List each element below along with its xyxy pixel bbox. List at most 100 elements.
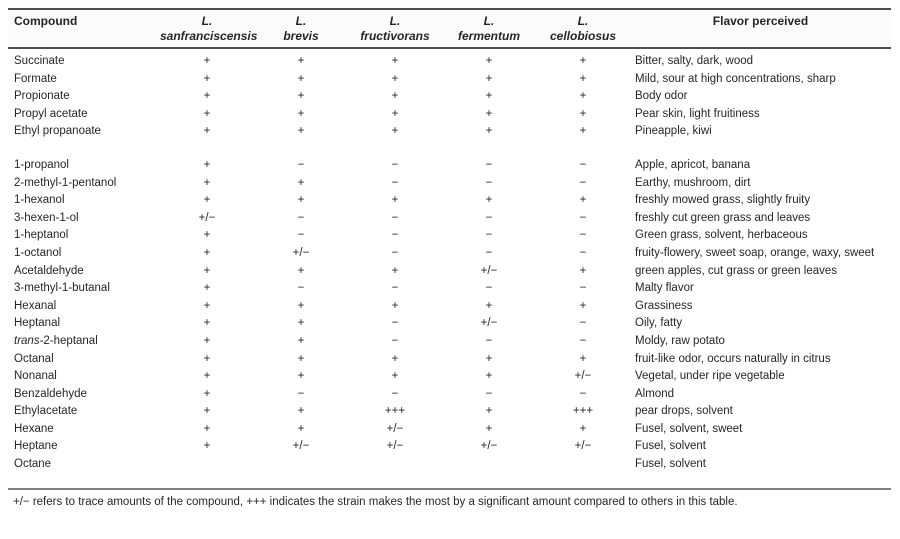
- presence-cell: −: [485, 229, 493, 242]
- presence-cell: −: [579, 282, 587, 295]
- presence-cell: −: [391, 282, 399, 295]
- flavor-cell: Fusel, solvent, sweet: [635, 422, 743, 435]
- presence-cell: +: [485, 90, 493, 103]
- presence-cell: −: [579, 317, 587, 330]
- presence-cell: −: [391, 229, 399, 242]
- compound-cell: Heptanal: [14, 317, 61, 330]
- presence-cell: −: [485, 176, 493, 189]
- presence-cell: +++: [384, 405, 406, 418]
- header-species-sanfranciscensis: L. sanfranciscensis: [160, 9, 257, 49]
- presence-cell: +: [297, 125, 305, 138]
- compound-cell: 3-hexen-1-ol: [14, 211, 79, 224]
- species-name: fermentum: [457, 29, 520, 43]
- header-species-fructivorans: L. fructivorans: [348, 9, 442, 49]
- presence-cell: −: [579, 211, 587, 224]
- flavor-cell: Moldy, raw potato: [635, 334, 725, 347]
- presence-cell: +: [203, 282, 211, 295]
- presence-cell: +: [203, 72, 211, 85]
- flavor-cell: Mild, sour at high concentrations, sharp: [635, 72, 836, 85]
- presence-cell: +: [297, 90, 305, 103]
- presence-cell: +: [485, 55, 493, 67]
- flavor-cell: Fusel, solvent: [635, 458, 706, 471]
- presence-cell: +: [579, 299, 587, 312]
- compound-cell: Ethyl propanoate: [14, 125, 101, 138]
- presence-cell: −: [391, 211, 399, 224]
- table-row: Hexanal + + + + + Grassiness: [8, 298, 891, 316]
- header-species-brevis: L. brevis: [254, 9, 348, 49]
- presence-cell: −: [297, 229, 305, 242]
- table-row: Heptane + +/− +/− +/− +/− Fusel, solvent: [8, 438, 891, 456]
- table-row: Heptanal + + − +/− − Oily, fatty: [8, 315, 891, 333]
- presence-cell: +: [391, 72, 399, 85]
- header-row: Compound L. sanfranciscensis L. brevis L…: [8, 9, 891, 49]
- presence-cell: −: [485, 387, 493, 400]
- flavor-cell: Almond: [635, 387, 674, 400]
- presence-cell: +: [391, 264, 399, 277]
- presence-cell: +: [203, 158, 211, 171]
- compound-cell: 1-hexanol: [14, 194, 65, 207]
- presence-cell: −: [391, 158, 399, 171]
- presence-cell: [442, 456, 536, 474]
- footnote-divider: [8, 487, 891, 490]
- presence-cell: +: [297, 334, 305, 347]
- presence-cell: +: [297, 317, 305, 330]
- presence-cell: −: [579, 246, 587, 259]
- presence-cell: +: [203, 370, 211, 383]
- presence-cell: +: [391, 90, 399, 103]
- presence-cell: +: [297, 176, 305, 189]
- presence-cell: −: [485, 246, 493, 259]
- presence-cell: +: [485, 370, 493, 383]
- presence-cell: +/−: [198, 211, 216, 224]
- presence-cell: +: [203, 299, 211, 312]
- presence-cell: [160, 456, 254, 474]
- presence-cell: +: [579, 90, 587, 103]
- presence-cell: −: [391, 334, 399, 347]
- table-row: 1-heptanol + − − − − Green grass, solvent, her…: [8, 227, 891, 245]
- compound-cell: Acetaldehyde: [14, 264, 84, 277]
- presence-cell: −: [297, 158, 305, 171]
- table-row: Ethylacetate + + +++ + +++ pear drops, solvent: [8, 403, 891, 421]
- species-name: brevis: [283, 29, 319, 43]
- table-row: Nonanal + + + + +/− Vegetal, under ripe vegeta…: [8, 368, 891, 386]
- table-row: Hexane + + +/− + + Fusel, solvent, sweet: [8, 421, 891, 439]
- presence-cell: +: [203, 107, 211, 120]
- compound-flavor-table: Compound L. sanfranciscensis L. brevis L…: [8, 8, 891, 474]
- presence-cell: +: [579, 125, 587, 138]
- flavor-cell: Vegetal, under ripe vegetable: [635, 370, 785, 383]
- flavor-cell: Pear skin, light fruitiness: [635, 107, 760, 120]
- presence-cell: +: [203, 440, 211, 453]
- flavor-cell: Bitter, salty, dark, wood: [635, 55, 754, 67]
- presence-cell: −: [579, 229, 587, 242]
- species-genus: L.: [577, 14, 589, 28]
- presence-cell: −: [391, 246, 399, 259]
- presence-cell: +: [203, 264, 211, 277]
- presence-cell: +: [485, 422, 493, 435]
- compound-cell: Hexane: [14, 422, 54, 435]
- flavor-cell: Apple, apricot, banana: [635, 158, 751, 171]
- table-body: Succinate + + + + + Bitter, salty, dark, wood F…: [8, 48, 891, 474]
- compound-cell: 1-heptanol: [14, 229, 69, 242]
- table-header: Compound L. sanfranciscensis L. brevis L…: [8, 9, 891, 49]
- species-name: fructivorans: [360, 29, 430, 43]
- flavor-cell: Earthy, mushroom, dirt: [635, 176, 751, 189]
- presence-cell: +++: [572, 405, 594, 418]
- presence-cell: −: [485, 334, 493, 347]
- presence-cell: +: [297, 422, 305, 435]
- species-name: cellobiosus: [549, 29, 617, 43]
- presence-cell: +: [297, 55, 305, 67]
- presence-cell: +: [579, 194, 587, 207]
- table-row: 1-propanol + − − − − Apple, apricot, banana: [8, 157, 891, 175]
- compound-cell: 1-octanol: [14, 246, 62, 259]
- flavor-cell: Oily, fatty: [635, 317, 683, 330]
- header-flavor: Flavor perceived: [630, 9, 891, 49]
- compound-cell: Nonanal: [14, 370, 57, 383]
- presence-cell: +/−: [480, 440, 498, 453]
- presence-cell: +/−: [480, 317, 498, 330]
- spacer-row: [8, 141, 891, 157]
- species-genus: L.: [201, 14, 213, 28]
- presence-cell: −: [297, 387, 305, 400]
- compound-cell: 3-methyl-1-butanal: [14, 282, 110, 295]
- flavor-cell: Pineapple, kiwi: [635, 125, 712, 138]
- compound-cell: Propionate: [14, 90, 70, 103]
- table-row: Octanal + + + + + fruit-like odor, occurs natu…: [8, 351, 891, 369]
